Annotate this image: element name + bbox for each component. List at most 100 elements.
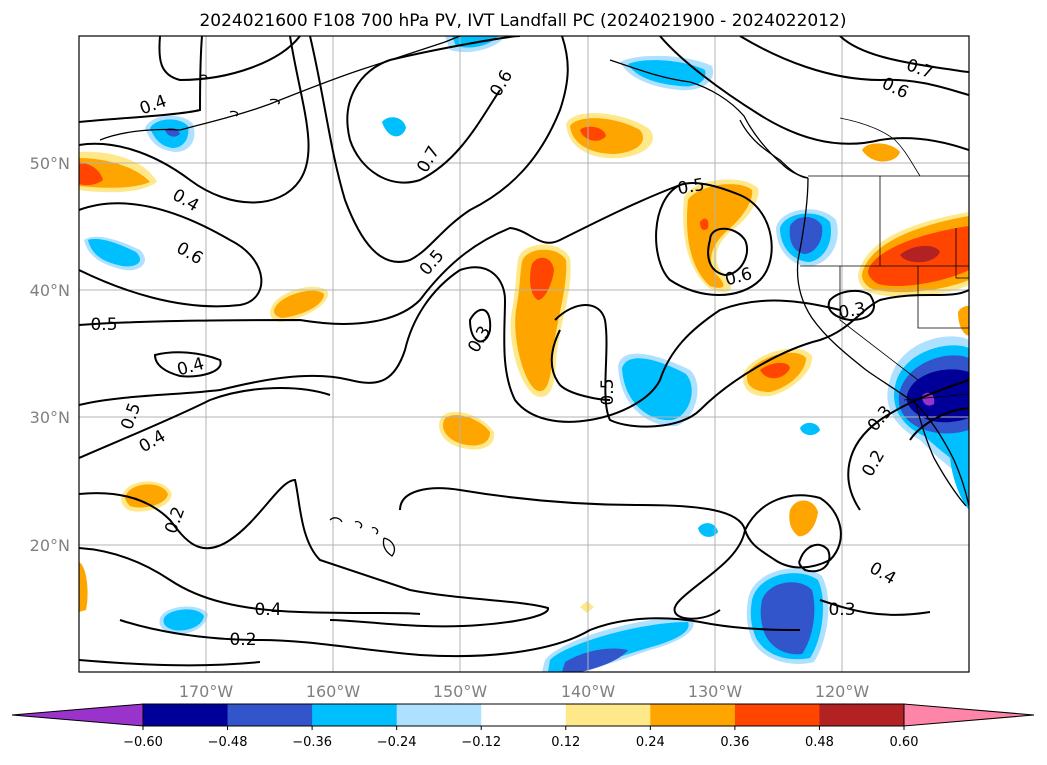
colorbar-swatch [396,704,482,726]
us-west-coast [796,177,969,507]
colorbar-tick-label: −0.12 [461,735,501,750]
state-border [917,266,969,329]
shade-positive [580,601,594,613]
shade-negative [163,609,204,631]
x-tick-label: 130°W [688,682,743,701]
colorbar-swatch [481,704,567,726]
hawaii [329,517,396,557]
colorbar-tick-label: −0.24 [377,735,417,750]
shade-positive [530,257,554,300]
colorbar-tick-label: −0.60 [123,735,163,750]
colorbar-swatch [819,704,905,726]
contour-line [468,308,492,343]
state-border [839,266,919,381]
lat-tick-labels: 20°N 30°N 40°N 50°N [30,154,70,555]
colorbar-tick-label: 0.36 [720,735,749,750]
pv-contours [79,36,969,667]
shade-positive [125,484,168,508]
contour-line [79,547,421,615]
chart-title: 2024021600 F108 700 hPa PV, IVT Landfall… [199,11,846,31]
state-borders [800,117,969,401]
shade-positive [789,500,818,537]
shade-positive [79,562,88,612]
colorbar-swatch [227,704,313,726]
colorbar-extend-max [903,703,1035,727]
baja-coast [915,403,967,507]
contour-line [399,487,747,620]
contour-line [550,329,611,401]
shade-positive [79,162,103,186]
x-tick-label: 140°W [561,682,616,701]
contour-line [79,36,203,123]
contour-line [79,478,549,628]
contour-label: 0.5 [676,175,706,199]
contour-line [743,494,842,569]
state-border [839,117,921,177]
shade-negative [949,441,969,510]
colorbar-extend-min [11,703,144,727]
state-border [955,228,969,279]
colorbar-frame [142,703,905,727]
x-tick-label: 150°W [433,682,488,701]
shade-negative [760,582,815,655]
contour-line [827,289,875,322]
contour-line [909,407,969,441]
shade-positive [958,305,969,336]
contour-label: 0.5 [90,315,117,335]
colorbar-swatch [565,704,651,726]
y-tick-label: 20°N [30,536,70,555]
shade-positive [442,415,490,446]
x-tick-label: 120°W [815,682,870,701]
contour-line [79,36,310,204]
bc-coast [739,119,809,179]
contour-line [798,543,831,573]
shade-negative [382,117,406,137]
colorbar-tick-label: 0.12 [551,735,580,750]
shade-negative [622,358,692,421]
map-panel: 0.4 0.4 0.6 0.5 0.4 0.5 0.4 0.2 0.4 0.2 … [78,35,970,673]
contour-line [153,351,222,378]
shade-negative [698,523,718,537]
colorbar: −0.60 −0.48 −0.36 −0.24 −0.12 0.12 0.24 0.36 0.4… [11,703,1035,750]
colorbar-swatch [734,704,820,726]
y-tick-label: 40°N [30,281,70,300]
contour-line [739,36,969,96]
contour-line [158,36,301,82]
contour-line [79,266,841,423]
shade-positive [760,362,790,379]
contour-line [839,36,969,73]
shade-negative [906,369,969,423]
contour-line [79,184,681,326]
colorbar-swatch [650,704,736,726]
shade-positive [700,218,709,230]
contour-label: 0.5 [598,378,618,405]
colorbar-tick-label: 0.60 [890,735,919,750]
colorbar-tick-label: 0.48 [805,735,834,750]
shade-positive [686,184,753,288]
shade-negative [88,238,141,267]
y-tick-label: 30°N [30,408,70,427]
contour-label: 0.3 [837,299,867,323]
contour-line [79,659,261,667]
shade-positive [862,143,900,162]
contour-line [819,599,931,616]
alaska-panhandle [609,59,809,179]
shade-positive [515,249,567,392]
colorbar-tick-label: −0.36 [292,735,332,750]
colorbar-tick-label: −0.48 [208,735,248,750]
shade-positive [580,126,606,141]
contour-line [119,617,801,658]
contour-line [79,387,331,459]
colorbar-tick-label: 0.24 [636,735,665,750]
colorbar-swatch [143,704,229,726]
shade-positive [900,245,940,263]
coastlines [99,36,969,557]
y-tick-label: 50°N [30,154,70,173]
contour-line [707,227,748,277]
colorbar-swatch [312,704,398,726]
x-tick-label: 170°W [179,682,234,701]
gridlines [79,36,969,672]
lon-tick-labels: 170°W 160°W 150°W 140°W 130°W 120°W [179,682,870,701]
contour-line [659,36,969,151]
